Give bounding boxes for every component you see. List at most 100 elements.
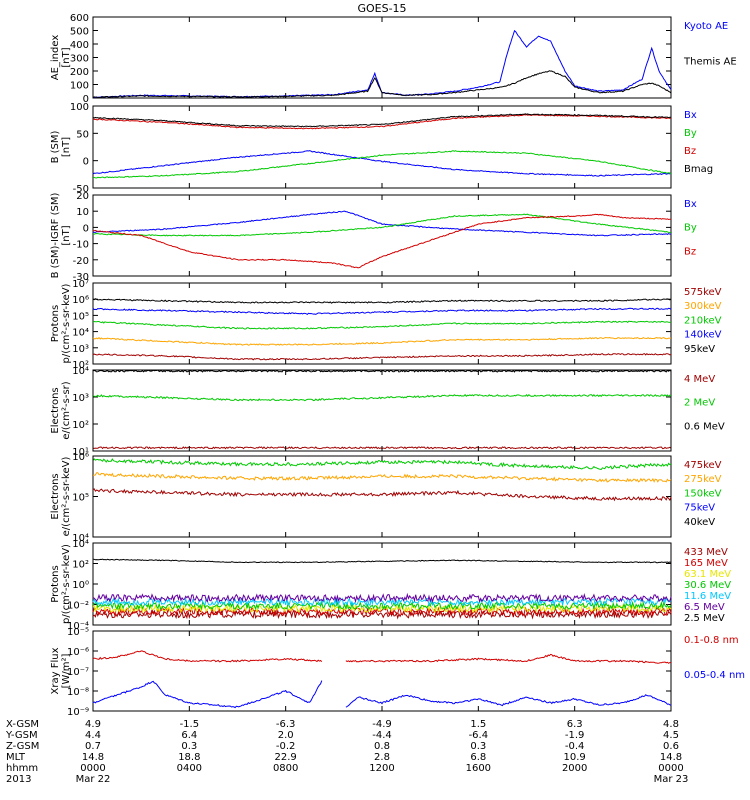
x-axis-value: 4.8 [663, 719, 679, 730]
x-axis-value: 0.7 [85, 741, 101, 752]
y-tick-label: 10⁴ [72, 533, 89, 544]
x-axis-value: 6.3 [567, 719, 583, 730]
y-axis-label: Protons [50, 565, 61, 602]
y-tick-label: 10⁻⁵ [67, 627, 89, 638]
series-line [92, 298, 672, 304]
y-tick-label: 300 [70, 54, 89, 65]
x-axis-value: 6.8 [470, 752, 486, 763]
y-tick-label: 400 [70, 40, 89, 51]
y-tick-label: -50 [73, 184, 89, 195]
y-tick-label: 100 [70, 81, 89, 92]
series-line [92, 213, 672, 237]
x-axis-row-label: 2013 [6, 774, 31, 785]
x-axis-value: -0.2 [276, 741, 296, 752]
series-line [92, 307, 672, 316]
y-axis-label: [nT] [61, 225, 72, 245]
x-axis-value: 4.5 [663, 730, 679, 741]
y-tick-label: 20 [76, 191, 89, 202]
x-axis-value: -6.4 [469, 730, 489, 741]
panel-frame [92, 16, 672, 99]
y-tick-label: 10⁶ [72, 452, 89, 463]
y-tick-label: 0 [83, 223, 89, 234]
x-axis-row-label: MLT [6, 752, 26, 763]
x-axis-value: 0000 [80, 763, 105, 774]
x-axis-value: 2.0 [278, 730, 294, 741]
y-axis-label: p/(cm²-s-sr-keV) [61, 544, 72, 624]
x-axis-value: 1600 [466, 763, 491, 774]
y-axis-label: Electrons [50, 387, 61, 433]
legend-label: 11.6 MeV [684, 591, 731, 602]
chart-title: GOES-15 [357, 2, 406, 15]
y-tick-label: 0 [83, 157, 89, 168]
x-axis-value: -4.4 [372, 730, 392, 741]
y-tick-label: 10 [76, 207, 89, 218]
y-tick-label: 10² [72, 560, 89, 571]
legend-label: 433 MeV [684, 547, 728, 558]
x-axis-value: 10.9 [564, 752, 586, 763]
y-axis-label: [nT] [61, 137, 72, 157]
y-tick-label: 100 [70, 102, 89, 113]
x-axis-value: 4.4 [85, 730, 101, 741]
x-axis-value: 1.5 [470, 719, 486, 730]
x-axis-value: -1.5 [180, 719, 200, 730]
y-tick-label: 10⁰ [72, 580, 89, 591]
y-tick-label: 10³ [72, 344, 89, 355]
y-tick-label: -20 [73, 256, 89, 267]
series-line [92, 213, 672, 269]
legend-label: By [684, 223, 697, 234]
legend-label: 150keV [684, 488, 722, 499]
y-tick-label: 600 [70, 13, 89, 24]
x-axis-value: 0.8 [374, 741, 390, 752]
x-axis-value: -6.3 [276, 719, 296, 730]
x-axis-value: 0800 [273, 763, 298, 774]
x-axis-row-label: Y-GSM [5, 730, 38, 741]
legend-label: 4 MeV [684, 374, 715, 385]
y-tick-label: 500 [70, 27, 89, 38]
y-axis-label: [nT] [61, 47, 72, 67]
y-axis-label: B (SM) [50, 130, 61, 163]
legend-label: By [684, 128, 697, 139]
y-tick-label: 0 [83, 94, 89, 105]
series-line [92, 320, 672, 330]
series-line [92, 114, 672, 130]
x-axis-value: Mar 23 [654, 774, 689, 785]
series-line [92, 592, 672, 604]
series-line [92, 680, 672, 709]
legend-label: 30.6 MeV [684, 580, 731, 591]
legend-label: Bx [684, 110, 697, 121]
series-line [92, 150, 672, 177]
series-line [92, 600, 672, 611]
legend-label: Themis AE [683, 57, 737, 68]
x-axis-value: 0000 [658, 763, 683, 774]
legend-label: Bx [684, 199, 697, 210]
legend-label: 75keV [684, 503, 715, 514]
legend-label: 140keV [684, 330, 722, 341]
legend-label: 40keV [684, 517, 715, 528]
x-axis-row-label: Z-GSM [6, 741, 39, 752]
series-line [92, 609, 672, 620]
series-line [92, 393, 672, 402]
legend-label: 0.1-0.8 nm [684, 635, 739, 646]
x-axis-value: 14.8 [82, 752, 104, 763]
x-axis-value: 22.9 [275, 752, 297, 763]
y-tick-label: 10⁻⁷ [67, 667, 89, 678]
y-tick-label: 200 [70, 67, 89, 78]
x-axis-value: 1200 [369, 763, 394, 774]
y-tick-label: 10⁻⁴ [67, 621, 89, 632]
legend-label: Bz [684, 146, 696, 157]
series-line [92, 150, 672, 179]
legend-label: Kyoto AE [684, 21, 728, 32]
y-axis-label: Protons [50, 305, 61, 342]
legend-label: 0.6 MeV [684, 421, 725, 432]
legend-label: 2 MeV [684, 398, 715, 409]
x-axis-value: 2.8 [374, 752, 390, 763]
y-tick-label: -30 [73, 272, 89, 283]
x-axis-value: 4.9 [85, 719, 101, 730]
y-tick-label: 10⁷ [72, 279, 89, 290]
x-axis-value: 2000 [562, 763, 587, 774]
y-tick-label: 10¹ [72, 447, 89, 458]
y-axis-label: AE_index [50, 35, 61, 81]
legend-label: 6.5 MeV [684, 602, 725, 613]
series-line [92, 558, 672, 564]
